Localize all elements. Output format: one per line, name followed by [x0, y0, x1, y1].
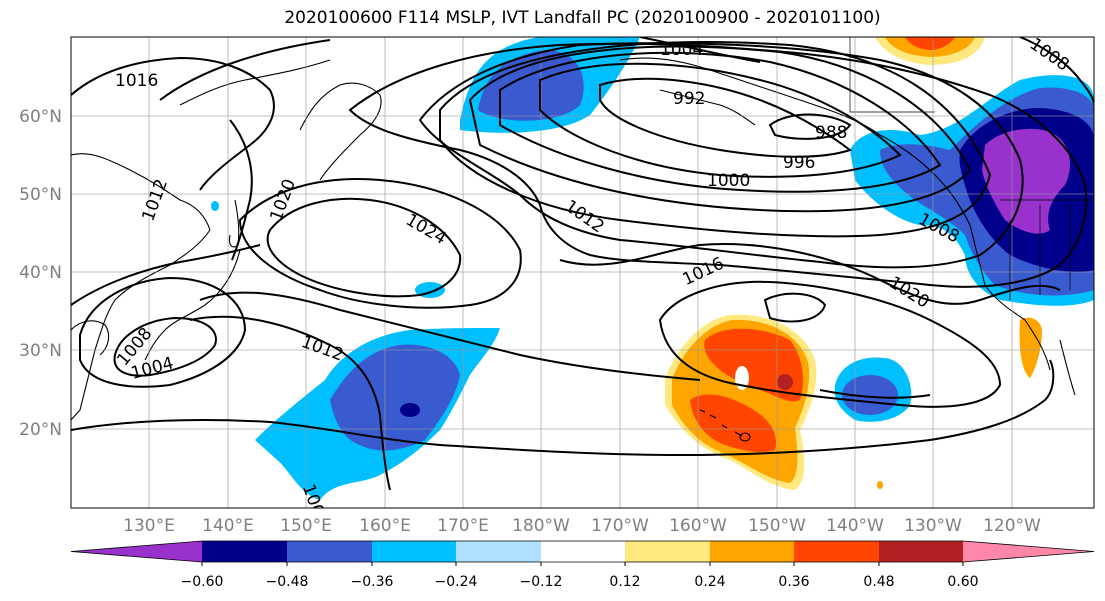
ivt-negative-regions	[211, 37, 1094, 500]
colorbar-tick-label: −0.48	[266, 574, 309, 590]
lat-label: 30°N	[19, 341, 62, 361]
lon-label: 170°W	[591, 516, 649, 536]
isobars	[71, 37, 1094, 491]
lon-label: 170°E	[437, 516, 489, 536]
colorbar-tick-label: −0.60	[181, 574, 224, 590]
colorbar-segment	[625, 541, 710, 562]
colorbar-segment	[287, 541, 372, 562]
colorbar-segment	[879, 541, 963, 562]
colorbar-tick-label: −0.12	[520, 574, 563, 590]
lon-label: 150°E	[280, 516, 332, 536]
lon-label: 140°W	[826, 516, 884, 536]
ivt-positive-regions	[665, 37, 1042, 490]
isobar-label: 988	[815, 123, 847, 143]
gridlines	[71, 37, 1094, 508]
lat-label: 40°N	[19, 263, 62, 283]
isobar-label: 1016	[115, 71, 158, 91]
map-frame	[70, 36, 1095, 509]
colorbar-segment	[794, 541, 879, 562]
lon-label: 140°E	[202, 516, 254, 536]
colorbar-tick-label: −0.24	[435, 574, 478, 590]
lat-label: 20°N	[19, 420, 62, 440]
lon-label: 130°E	[123, 516, 175, 536]
isobar-label: 992	[673, 89, 705, 109]
colorbar-tick-label: 0.12	[609, 574, 640, 590]
colorbar-segment	[456, 541, 541, 562]
coastlines	[71, 57, 1076, 442]
lon-label: 180°W	[512, 516, 570, 536]
borders	[849, 37, 1094, 300]
colorbar-segment	[372, 541, 456, 562]
colorbar-segments	[70, 540, 1095, 563]
isobar-label: 996	[783, 153, 815, 173]
longitude-labels: 130°E 140°E 150°E 160°E 170°E 180°W 170°…	[123, 516, 1041, 536]
colorbar-tick-label: −0.36	[351, 574, 394, 590]
colorbar-labels: −0.60 −0.48 −0.36 −0.24 −0.12 0.12 0.24 …	[181, 574, 979, 590]
colorbar-tick-label: 0.60	[947, 574, 978, 590]
colorbar-segment	[963, 541, 1094, 562]
lon-label: 130°W	[904, 516, 962, 536]
lon-label: 160°E	[359, 516, 411, 536]
lat-label: 50°N	[19, 185, 62, 205]
colorbar-segment	[541, 541, 625, 562]
lon-label: 150°W	[748, 516, 806, 536]
latitude-labels: 60°N 50°N 40°N 30°N 20°N	[19, 107, 62, 440]
lon-label: 160°W	[669, 516, 727, 536]
colorbar-segment	[710, 541, 794, 562]
colorbar-tick-label: 0.24	[694, 574, 725, 590]
colorbar-segment	[202, 541, 287, 562]
colorbar: −0.60 −0.48 −0.36 −0.24 −0.12 0.12 0.24 …	[70, 540, 1095, 590]
isobar-label: 1004	[660, 40, 703, 60]
lat-label: 60°N	[19, 107, 62, 127]
map-title: 2020100600 F114 MSLP, IVT Landfall PC (2…	[284, 8, 881, 28]
lon-label: 120°W	[983, 516, 1041, 536]
colorbar-tick-label: 0.48	[863, 574, 894, 590]
colorbar-ticks	[201, 562, 964, 566]
isobar-label: 1000	[707, 171, 750, 191]
colorbar-tick-label: 0.36	[778, 574, 809, 590]
colorbar-segment	[71, 541, 202, 562]
